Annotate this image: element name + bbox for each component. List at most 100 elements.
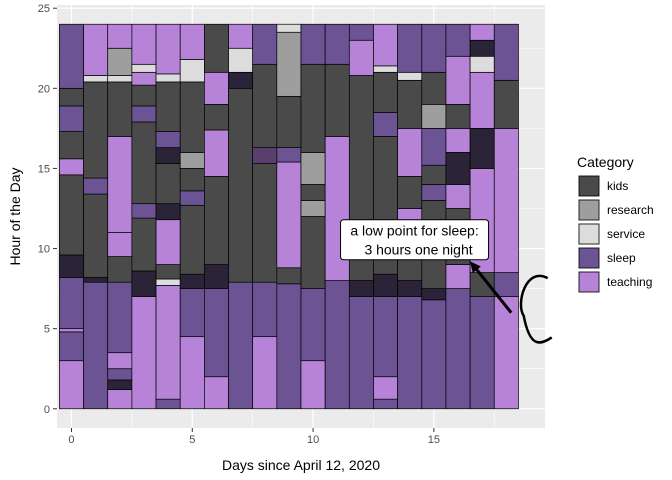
bar-segment-teaching <box>131 296 157 410</box>
y-tick-label: 10 <box>38 244 50 256</box>
legend-label-teaching: teaching <box>607 275 652 289</box>
bar-segment-teaching <box>228 23 254 49</box>
bar-segment-sleep <box>252 23 278 65</box>
bar-segment-kids <box>155 81 181 132</box>
bar-segment-sleep <box>59 105 84 132</box>
bar-segment-sleep <box>348 23 374 41</box>
bar-segment-kids <box>204 176 229 265</box>
bar-segment-overlap <box>469 128 495 169</box>
y-tick-label: 5 <box>44 324 50 336</box>
legend-label-service: service <box>607 227 645 241</box>
bar-segment-sleep <box>204 288 229 378</box>
bar-segment-sleep <box>397 23 423 73</box>
bar-segment-overlap <box>131 270 157 297</box>
bar-segment-kids <box>107 81 133 137</box>
bar-segment-sleep <box>59 277 84 330</box>
bar-segment-kids <box>397 176 423 209</box>
bar-segment-sleep <box>324 280 350 410</box>
bar-segment-teaching <box>204 376 229 410</box>
bar-segment-service <box>179 59 205 83</box>
bar-segment-kids <box>107 256 133 283</box>
bar-segment-sleep <box>421 128 447 166</box>
bar-segment-kids <box>204 103 229 131</box>
bar-segment-teaching <box>59 360 84 410</box>
annotation-arrow-head <box>470 261 481 274</box>
bar-segment-teaching <box>107 23 133 49</box>
bar-segment-overlap <box>397 280 423 297</box>
y-tick-label: 15 <box>38 163 50 175</box>
bar-segment-sleep <box>397 296 423 410</box>
bar-segment-kids <box>252 163 278 283</box>
x-tick-label: 5 <box>189 434 195 446</box>
bar-segment-sleep <box>179 190 205 206</box>
bar-segment-sleep <box>155 131 181 148</box>
bar-segment-teaching <box>107 389 133 410</box>
bar-segment-kids <box>421 164 447 185</box>
bar-segment-kids <box>300 63 326 153</box>
bar-segment-sleep <box>83 177 109 195</box>
bar-segment-kids <box>300 184 326 201</box>
bar-segment-sleep <box>421 184 447 201</box>
x-tick-label: 15 <box>428 434 440 446</box>
bar-segment-sleep <box>179 288 205 338</box>
legend-swatch-sleep <box>578 247 600 269</box>
bar-segment-kids <box>59 174 84 256</box>
bar-segment-kids <box>300 216 326 289</box>
bar-segment-service <box>397 71 423 81</box>
annotation-hand-drawn-bracket <box>519 274 553 344</box>
bar-segment-service <box>276 23 302 33</box>
legend-swatch-service <box>578 223 600 245</box>
bar-segment-sleep <box>59 23 84 89</box>
bar-segment-teaching <box>107 352 133 370</box>
bar-segment-kids <box>179 204 205 275</box>
bar-segment-research <box>300 152 326 185</box>
bar-segment-overlap <box>469 39 495 57</box>
bar-segment-kids <box>276 267 302 285</box>
annotation-line-2: 3 hours one night <box>364 242 472 258</box>
bar-segment-sleep <box>373 112 398 137</box>
bar-segment-sleep <box>348 296 374 410</box>
bar-segment-kids <box>179 168 205 192</box>
bar-segment-teaching <box>204 129 229 177</box>
bar-segment-sleep <box>300 288 326 362</box>
bar-segment-kids <box>83 193 109 278</box>
bar-segment-sleep <box>493 272 519 297</box>
bar-segment-sleep <box>83 281 109 410</box>
bar-segment-teaching <box>179 23 205 60</box>
bar-segment-service <box>107 75 133 83</box>
bar-segment-research <box>421 103 447 129</box>
bar-segment-teaching <box>397 128 423 177</box>
bar-segment-kids <box>421 71 447 105</box>
legend-swatch-research <box>578 199 600 221</box>
bar-segment-kids <box>155 264 181 280</box>
annotation-line-1: a low point for sleep: <box>350 223 478 239</box>
bar-segment-sleep <box>276 147 302 163</box>
bar-segment-sleep <box>131 105 157 123</box>
bar-segment-kids <box>276 95 302 148</box>
annotation-arrow-shaft <box>473 266 513 314</box>
bar-segment-kids <box>131 121 157 205</box>
bar-segment-kids <box>252 63 278 148</box>
annotation-box <box>340 219 490 261</box>
bar-segment-teaching <box>59 328 84 333</box>
bar-segment-teaching <box>155 285 181 400</box>
bar-segment-kids <box>445 103 471 129</box>
legend-label-kids: kids <box>607 179 628 193</box>
bar-segment-research <box>276 31 302 97</box>
bar-segment-kids <box>493 79 519 129</box>
bar-segment-overlap <box>155 203 181 221</box>
bar-segment-sleep <box>228 281 254 410</box>
bar-segment-teaching <box>445 128 471 153</box>
x-tick-label: 10 <box>307 434 319 446</box>
bar-segment-teaching <box>300 360 326 410</box>
bar-segment-kids <box>228 87 254 283</box>
bar-segment-sleep <box>324 23 350 65</box>
bar-segment-sleep <box>469 296 495 410</box>
annotation: a low point for sleep: 3 hours one night <box>340 219 553 344</box>
bar-segment-service <box>83 75 109 83</box>
bar-segment-overlap <box>445 152 471 185</box>
bar-segment-teaching <box>107 232 133 257</box>
bar-segment-service <box>469 55 495 73</box>
legend-title: Category <box>577 154 634 170</box>
